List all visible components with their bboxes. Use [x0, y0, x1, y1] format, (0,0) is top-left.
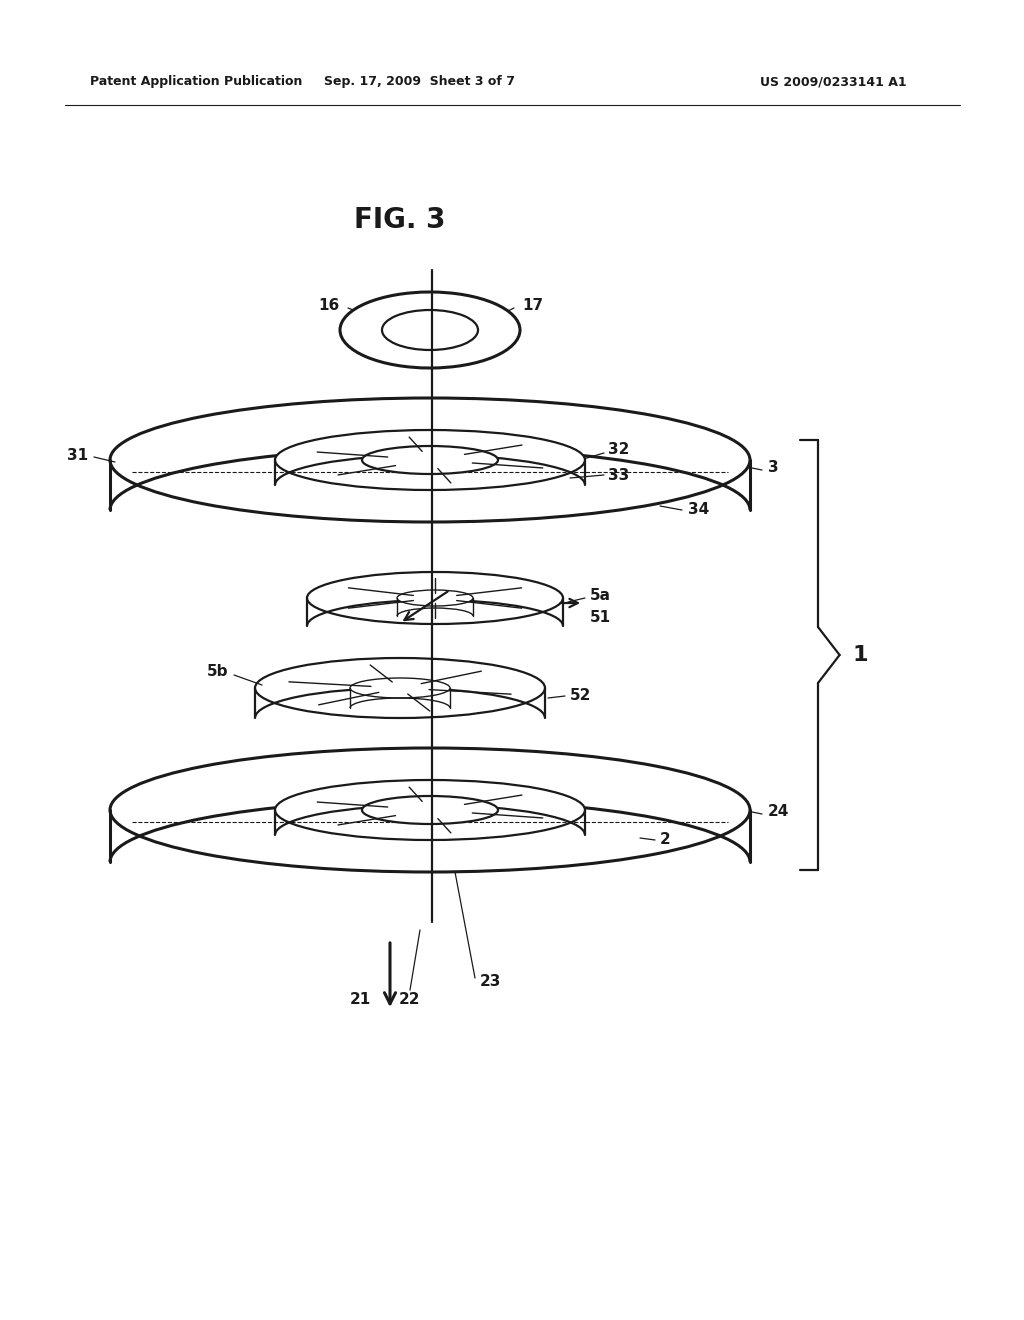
Text: 24: 24: [768, 804, 790, 820]
Text: 2: 2: [660, 833, 671, 847]
Ellipse shape: [382, 310, 478, 350]
Text: 32: 32: [608, 442, 630, 458]
Text: Sep. 17, 2009  Sheet 3 of 7: Sep. 17, 2009 Sheet 3 of 7: [325, 75, 515, 88]
Text: FIG. 3: FIG. 3: [354, 206, 445, 234]
Text: 21: 21: [349, 993, 371, 1007]
Ellipse shape: [397, 590, 473, 606]
Text: 34: 34: [688, 503, 710, 517]
Text: 5b: 5b: [207, 664, 228, 680]
Ellipse shape: [110, 748, 750, 873]
Text: 22: 22: [399, 993, 421, 1007]
Text: 31: 31: [67, 447, 88, 462]
Ellipse shape: [350, 678, 450, 698]
Ellipse shape: [275, 430, 585, 490]
Ellipse shape: [340, 292, 520, 368]
Text: 3: 3: [768, 461, 778, 475]
Text: 52: 52: [570, 688, 592, 702]
Text: US 2009/0233141 A1: US 2009/0233141 A1: [760, 75, 906, 88]
Ellipse shape: [255, 657, 545, 718]
Ellipse shape: [275, 780, 585, 840]
Ellipse shape: [362, 796, 498, 824]
Text: 51: 51: [590, 610, 611, 626]
Ellipse shape: [110, 399, 750, 521]
Ellipse shape: [362, 446, 498, 474]
Text: 17: 17: [522, 297, 543, 313]
Text: 1: 1: [852, 645, 867, 665]
Text: 5a: 5a: [590, 587, 611, 602]
Ellipse shape: [307, 572, 563, 624]
Text: 23: 23: [479, 974, 501, 990]
Text: Patent Application Publication: Patent Application Publication: [90, 75, 302, 88]
Text: 33: 33: [608, 467, 630, 483]
Text: 16: 16: [318, 297, 340, 313]
